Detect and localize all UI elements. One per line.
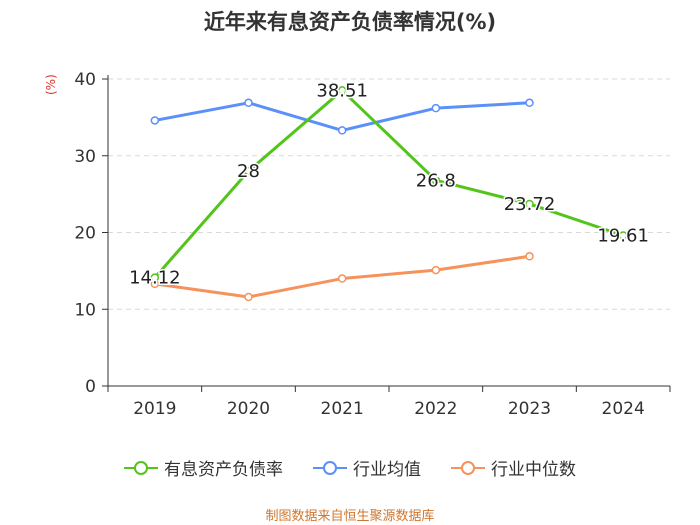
legend-item-industry-mean[interactable]: 行业均值 [313,455,421,480]
x-tick-label: 2019 [133,399,176,419]
x-tick-label: 2024 [602,399,645,419]
legend-item-interest-debt-ratio[interactable]: 有息资产负债率 [124,455,283,480]
source-note: 制图数据来自恒生聚源数据库 [265,509,435,524]
data-point [337,86,347,95]
data-point [150,116,160,125]
data-point [618,231,628,240]
data-label: 19.61 [597,225,649,246]
chart-title: 近年来有息资产负债率情况(%) [203,10,497,34]
x-tick-label: 2023 [508,399,551,419]
data-label: 26.8 [416,170,456,191]
line-chart: 0 10 20 30 40 2019 2020 2021 2022 2023 2024 14.12 28… [74,70,671,419]
data-point [431,103,441,113]
data-label: 23.72 [504,194,556,215]
y-tick-label: 20 [74,224,96,244]
data-label: 14.12 [129,268,181,289]
data-label: 38.51 [316,80,368,101]
legend: 有息资产负债率 行业均值 行业中位数 [0,455,700,480]
data-point [337,274,347,283]
data-point [244,292,253,302]
legend-label: 行业中位数 [491,460,576,480]
data-point [431,265,441,275]
data-point [525,98,534,108]
data-label: 28 [237,161,260,182]
x-tick-label: 2022 [414,399,457,419]
legend-item-industry-median[interactable]: 行业中位数 [451,455,576,480]
legend-label: 行业均值 [353,460,421,480]
data-point [525,199,534,209]
data-point [244,98,253,108]
y-tick-label: 40 [74,70,96,90]
legend-label: 有息资产负债率 [164,460,283,480]
data-point [244,166,253,176]
data-point [337,126,347,135]
data-point [525,252,534,261]
y-tick-label: 30 [74,147,96,167]
series-line [153,88,624,279]
y-tick-label: 0 [85,377,96,397]
data-point [431,176,441,185]
y-tick-label: 10 [74,300,96,320]
x-tick-label: 2021 [321,399,364,419]
x-tick-label: 2020 [227,399,270,419]
data-point [150,273,160,282]
